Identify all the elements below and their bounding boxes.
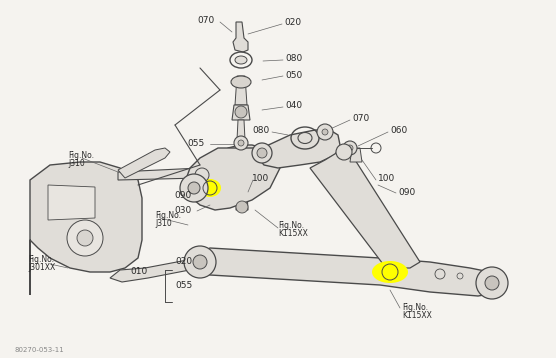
- Ellipse shape: [298, 132, 312, 144]
- Polygon shape: [224, 145, 268, 178]
- Text: Fig.No.: Fig.No.: [68, 150, 94, 160]
- Text: K115XX: K115XX: [402, 311, 432, 320]
- Text: 080: 080: [285, 53, 302, 63]
- Circle shape: [317, 124, 333, 140]
- Text: J310: J310: [155, 218, 172, 227]
- Circle shape: [236, 201, 248, 213]
- Polygon shape: [110, 258, 200, 282]
- Text: 020: 020: [284, 18, 301, 26]
- Circle shape: [322, 129, 328, 135]
- Text: 010: 010: [131, 267, 148, 276]
- Circle shape: [188, 182, 200, 194]
- Text: J301XX: J301XX: [28, 263, 55, 272]
- Polygon shape: [196, 248, 498, 296]
- Polygon shape: [237, 120, 245, 140]
- Circle shape: [193, 255, 207, 269]
- Text: 060: 060: [390, 126, 407, 135]
- Ellipse shape: [372, 261, 408, 283]
- Circle shape: [195, 168, 209, 182]
- Polygon shape: [118, 148, 170, 178]
- Circle shape: [252, 143, 272, 163]
- Text: Fig.No.: Fig.No.: [278, 221, 304, 229]
- Circle shape: [347, 145, 353, 151]
- Circle shape: [238, 140, 244, 146]
- Text: Fig.No.: Fig.No.: [402, 304, 428, 313]
- Circle shape: [184, 246, 216, 278]
- Text: 070: 070: [198, 15, 215, 24]
- Text: 100: 100: [378, 174, 395, 183]
- Circle shape: [234, 136, 248, 150]
- Circle shape: [476, 267, 508, 299]
- Text: Fig.No.: Fig.No.: [28, 256, 54, 265]
- Text: 030: 030: [175, 205, 192, 214]
- Ellipse shape: [199, 179, 221, 197]
- Circle shape: [77, 230, 93, 246]
- Polygon shape: [258, 130, 340, 168]
- Text: Fig.No.: Fig.No.: [155, 211, 181, 219]
- Text: 040: 040: [285, 101, 302, 110]
- Text: K115XX: K115XX: [278, 228, 308, 237]
- Text: 020: 020: [175, 257, 192, 266]
- Polygon shape: [310, 152, 420, 268]
- Polygon shape: [235, 76, 247, 105]
- Circle shape: [67, 220, 103, 256]
- Circle shape: [180, 174, 208, 202]
- Polygon shape: [233, 22, 248, 52]
- Text: 055: 055: [188, 139, 205, 147]
- Text: 055: 055: [175, 281, 192, 290]
- Polygon shape: [236, 178, 248, 210]
- Polygon shape: [48, 185, 95, 220]
- Text: 090: 090: [398, 188, 415, 197]
- Polygon shape: [185, 148, 280, 210]
- Circle shape: [336, 144, 352, 160]
- Text: 080: 080: [253, 126, 270, 135]
- Text: 050: 050: [285, 71, 302, 79]
- Polygon shape: [350, 148, 362, 162]
- Polygon shape: [232, 105, 250, 120]
- Circle shape: [343, 141, 357, 155]
- Polygon shape: [118, 168, 205, 180]
- Ellipse shape: [235, 56, 247, 64]
- Text: 070: 070: [352, 113, 369, 122]
- Polygon shape: [30, 162, 142, 295]
- Text: J310: J310: [68, 159, 85, 168]
- Text: 100: 100: [252, 174, 269, 183]
- Ellipse shape: [231, 76, 251, 88]
- Circle shape: [235, 106, 247, 118]
- Circle shape: [485, 276, 499, 290]
- Text: 090: 090: [175, 190, 192, 199]
- Text: 80270-053-11: 80270-053-11: [15, 347, 64, 353]
- Circle shape: [257, 148, 267, 158]
